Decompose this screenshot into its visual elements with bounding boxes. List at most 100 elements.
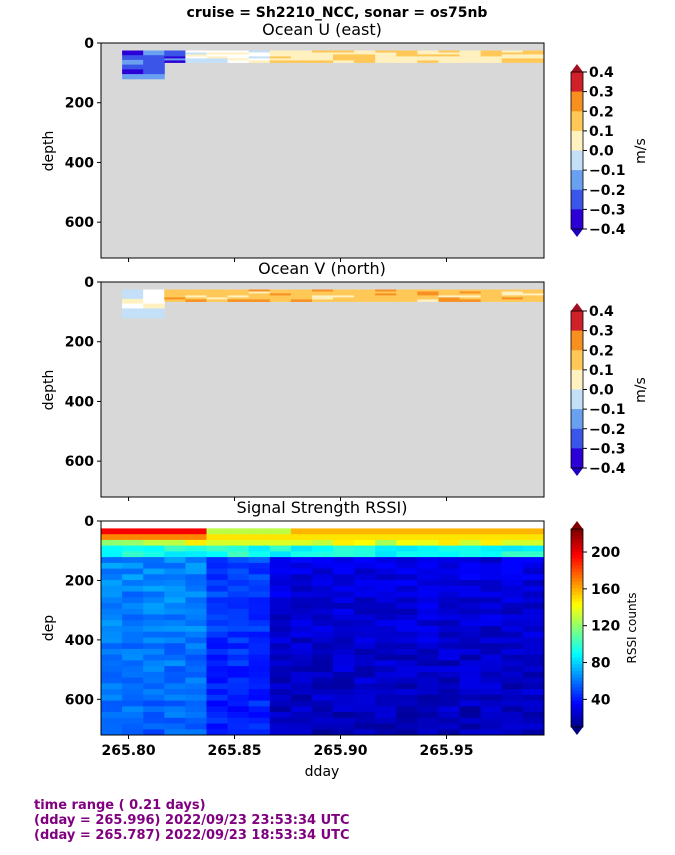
heatmap-cell	[480, 637, 503, 644]
heatmap-cell	[227, 666, 250, 673]
heatmap-cell	[185, 54, 207, 57]
heatmap-cell	[101, 654, 123, 661]
heatmap-cell	[101, 626, 123, 633]
heatmap-cell	[354, 50, 376, 53]
heatmap-cell	[396, 52, 418, 55]
heatmap-cell	[185, 50, 207, 53]
heatmap-cell	[438, 289, 461, 292]
heatmap-cell	[164, 539, 186, 547]
heatmap-cell	[375, 291, 397, 294]
heatmap-cell	[480, 620, 503, 627]
heatmap-cell	[185, 626, 207, 633]
heatmap-cell	[438, 671, 461, 679]
heatmap-cell	[122, 539, 144, 547]
heatmap-cell	[459, 660, 482, 667]
colorbar-tick-label: −0.4	[589, 222, 626, 238]
heatmap-cell	[143, 723, 165, 730]
heatmap-cell	[396, 689, 418, 696]
heatmap-cell	[269, 297, 292, 300]
heatmap-cell	[438, 626, 461, 633]
heatmap-cell	[333, 585, 355, 592]
heatmap-cell	[333, 574, 355, 581]
heatmap-cell	[354, 58, 376, 61]
heatmap-cell	[269, 289, 292, 292]
heatmap-cell	[290, 700, 313, 707]
heatmap-cell	[438, 597, 461, 604]
heatmap-cell	[290, 295, 313, 298]
heatmap-cell	[480, 689, 503, 696]
heatmap-cell	[290, 568, 313, 575]
heatmap-cell	[101, 723, 123, 730]
heatmap-cell	[164, 297, 186, 300]
heatmap-cell	[312, 52, 334, 55]
heatmap-cell	[269, 291, 292, 294]
heatmap-cell	[354, 723, 376, 730]
heatmap-cell	[501, 291, 524, 294]
heatmap-cell	[333, 568, 355, 575]
heatmap-cell	[438, 637, 461, 644]
heatmap-cell	[459, 56, 482, 59]
heatmap-cell	[375, 289, 397, 292]
heatmap-cell	[290, 654, 313, 661]
heatmap-cell	[185, 683, 207, 690]
heatmap-cell	[438, 299, 461, 302]
heatmap-cell	[375, 568, 397, 575]
heatmap-cell	[227, 700, 250, 707]
heatmap-cell	[333, 50, 355, 53]
heatmap-cell	[269, 58, 292, 61]
heatmap-cell	[417, 643, 439, 650]
heatmap-cell	[312, 626, 334, 633]
heatmap-cell	[312, 574, 334, 581]
heatmap-cell	[312, 700, 334, 707]
heatmap-cell	[522, 689, 545, 696]
heatmap-cell	[333, 631, 355, 638]
heatmap-cell	[459, 539, 482, 547]
heatmap-cell	[312, 60, 334, 63]
heatmap-cell	[206, 534, 229, 541]
heatmap-cell	[227, 597, 250, 604]
colorbar-band	[571, 189, 583, 210]
heatmap-cell	[122, 69, 144, 75]
y-tick-label: 600	[65, 215, 94, 231]
heatmap-cell	[143, 313, 165, 319]
heatmap-cell	[269, 717, 292, 724]
heatmap-cell	[269, 700, 292, 707]
heatmap-cell	[354, 706, 376, 713]
heatmap-cell	[143, 603, 165, 610]
heatmap-cell	[206, 677, 229, 684]
heatmap-cell	[143, 59, 165, 66]
heatmap-cell	[164, 648, 186, 656]
heatmap-cell	[290, 603, 313, 610]
heatmap-cell	[122, 580, 144, 587]
heatmap-cell	[143, 654, 165, 661]
heatmap-cell	[480, 297, 503, 300]
heatmap-cell	[354, 545, 376, 552]
colorbar-band	[571, 545, 583, 550]
heatmap-cell	[501, 660, 524, 667]
heatmap-cell	[290, 585, 313, 592]
heatmap-cell	[269, 56, 292, 59]
heatmap-cell	[290, 551, 313, 558]
heatmap-cell	[312, 299, 334, 302]
heatmap-cell	[522, 631, 545, 638]
heatmap-cell	[396, 551, 418, 558]
heatmap-cell	[333, 683, 355, 690]
heatmap-cell	[206, 712, 229, 719]
heatmap-cell	[206, 683, 229, 690]
heatmap-cell	[333, 289, 355, 292]
heatmap-cell	[290, 671, 313, 679]
heatmap-cell	[101, 694, 123, 701]
heatmap-cell	[164, 660, 186, 667]
heatmap-cell	[122, 313, 144, 319]
heatmap-cell	[354, 671, 376, 679]
heatmap-cell	[290, 60, 313, 63]
time-range-footer: time range ( 0.21 days) (dday = 265.996)…	[34, 798, 350, 843]
heatmap-cell	[312, 289, 334, 292]
heatmap-cell	[227, 677, 250, 684]
heatmap-cell	[459, 574, 482, 581]
colorbar-band	[571, 581, 583, 586]
colorbar-frame	[570, 528, 584, 728]
panel-rssi-title: Signal Strength RSSI)	[237, 498, 408, 517]
heatmap-cell	[501, 60, 524, 63]
heatmap-cell	[290, 666, 313, 673]
